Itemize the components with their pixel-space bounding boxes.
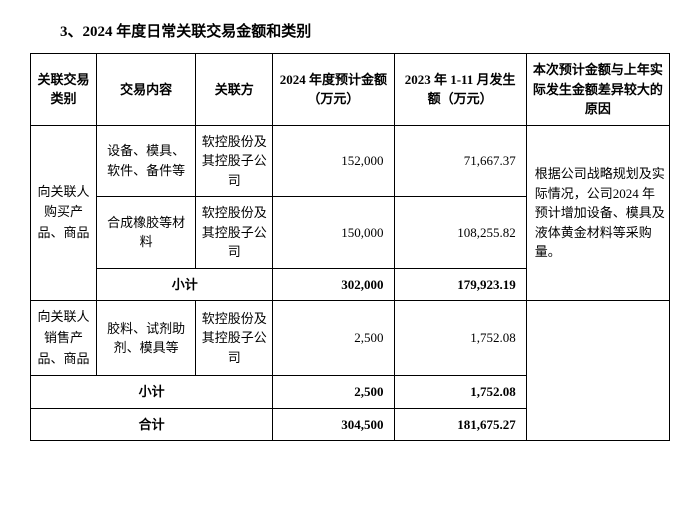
content-cell: 合成橡胶等材料 (97, 197, 196, 269)
reason-cell: 根据公司战略规划及实际情况，公司2024 年预计增加设备、模具及液体黄金材料等采… (526, 125, 669, 301)
subtotal-estimated: 2,500 (273, 376, 394, 409)
category-cell: 向关联人销售产品、商品 (31, 301, 97, 376)
table-row: 向关联人销售产品、商品 胶料、试剂助剂、模具等 软控股份及其控股子公司 2,50… (31, 301, 670, 376)
actual-cell: 71,667.37 (394, 125, 526, 197)
subtotal-label: 小计 (97, 268, 273, 301)
content-cell: 胶料、试剂助剂、模具等 (97, 301, 196, 376)
transaction-table: 关联交易类别 交易内容 关联方 2024 年度预计金额（万元） 2023 年 1… (30, 53, 670, 441)
header-row: 关联交易类别 交易内容 关联方 2024 年度预计金额（万元） 2023 年 1… (31, 54, 670, 126)
header-content: 交易内容 (97, 54, 196, 126)
actual-cell: 1,752.08 (394, 301, 526, 376)
header-party: 关联方 (196, 54, 273, 126)
total-actual: 181,675.27 (394, 408, 526, 441)
estimated-cell: 150,000 (273, 197, 394, 269)
actual-cell: 108,255.82 (394, 197, 526, 269)
header-reason: 本次预计金额与上年实际发生金额差异较大的原因 (526, 54, 669, 126)
party-cell: 软控股份及其控股子公司 (196, 125, 273, 197)
category-cell: 向关联人购买产品、商品 (31, 125, 97, 301)
section-title: 3、2024 年度日常关联交易金额和类别 (30, 20, 670, 41)
subtotal-actual: 1,752.08 (394, 376, 526, 409)
estimated-cell: 2,500 (273, 301, 394, 376)
total-estimated: 304,500 (273, 408, 394, 441)
subtotal-label: 小计 (31, 376, 273, 409)
party-cell: 软控股份及其控股子公司 (196, 301, 273, 376)
table-row: 向关联人购买产品、商品 设备、模具、软件、备件等 软控股份及其控股子公司 152… (31, 125, 670, 197)
content-cell: 设备、模具、软件、备件等 (97, 125, 196, 197)
total-label: 合计 (31, 408, 273, 441)
party-cell: 软控股份及其控股子公司 (196, 197, 273, 269)
header-estimated: 2024 年度预计金额（万元） (273, 54, 394, 126)
header-actual: 2023 年 1-11 月发生额（万元） (394, 54, 526, 126)
reason-cell-empty (526, 301, 669, 441)
header-category: 关联交易类别 (31, 54, 97, 126)
estimated-cell: 152,000 (273, 125, 394, 197)
subtotal-estimated: 302,000 (273, 268, 394, 301)
subtotal-actual: 179,923.19 (394, 268, 526, 301)
